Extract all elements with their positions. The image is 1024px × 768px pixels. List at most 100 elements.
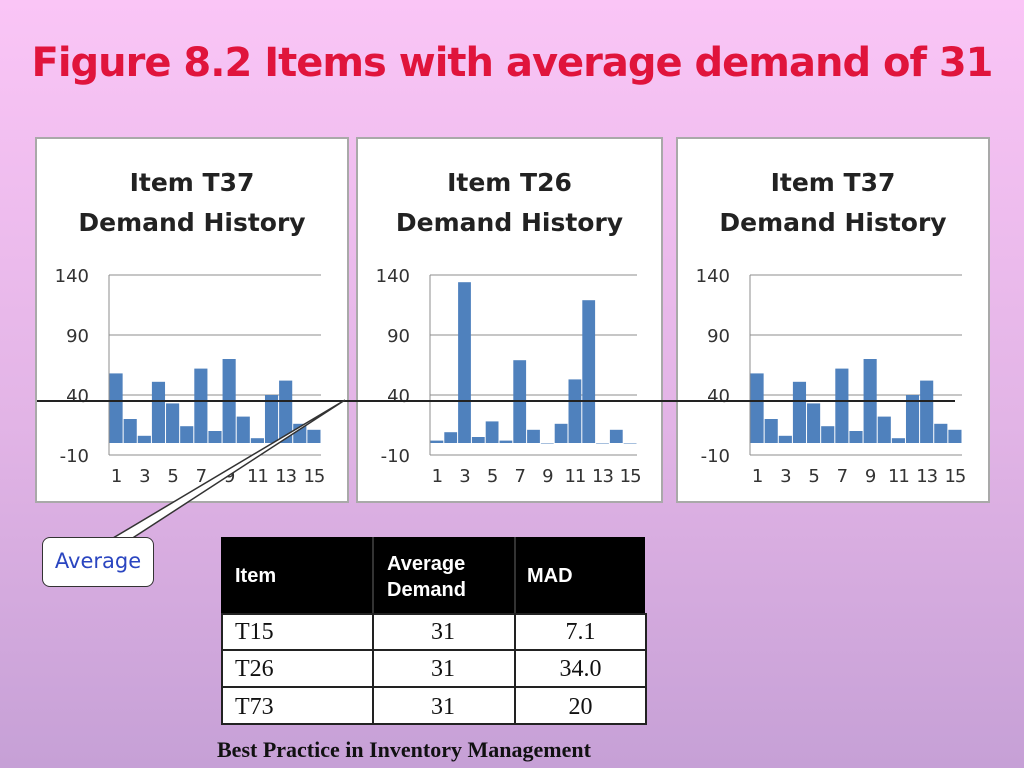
bar xyxy=(906,395,919,443)
bar xyxy=(849,431,862,443)
y-tick-label: 140 xyxy=(696,266,730,287)
average-callout: Average xyxy=(42,537,154,587)
data-table: T15 31 7.1 T26 31 34.0 T73 31 20 xyxy=(221,613,647,725)
bar xyxy=(793,382,806,443)
y-tick-label: 140 xyxy=(55,266,89,287)
y-tick-label: -10 xyxy=(381,446,410,467)
x-tick-label: 1 xyxy=(432,466,442,487)
bar xyxy=(237,417,250,443)
bar xyxy=(610,430,623,443)
x-tick-label: 5 xyxy=(808,466,818,487)
bar xyxy=(779,436,792,443)
row-divider xyxy=(221,686,647,688)
x-tick-label: 1 xyxy=(752,466,762,487)
header-mad: MAD xyxy=(527,565,573,588)
row-divider xyxy=(221,613,647,615)
x-tick-label: 7 xyxy=(514,466,524,487)
header-item: Item xyxy=(235,565,276,588)
bar xyxy=(307,430,320,443)
bar xyxy=(934,424,947,443)
x-tick-label: 1 xyxy=(111,466,121,487)
table-row: T73 31 20 xyxy=(221,688,647,726)
x-tick-label: 15 xyxy=(303,466,324,487)
cell-mad: 34.0 xyxy=(514,650,647,688)
column-divider xyxy=(372,537,374,613)
bar xyxy=(293,424,306,443)
column-divider xyxy=(221,613,223,725)
bar xyxy=(458,282,471,443)
x-tick-label: 13 xyxy=(916,466,937,487)
bar xyxy=(821,426,834,443)
x-tick-label: 13 xyxy=(275,466,296,487)
bar xyxy=(279,381,292,443)
bar xyxy=(265,395,278,443)
chart-panel-1: Item T37 Demand History -10 40 90 140 1 3 5 7 9 11… xyxy=(35,137,349,503)
bar xyxy=(624,443,637,444)
x-tick-label: 11 xyxy=(247,466,268,487)
x-tick-label: 7 xyxy=(196,466,206,487)
x-tick-label: 3 xyxy=(459,466,470,487)
cell-item: T26 xyxy=(235,650,274,688)
x-tick-label: 3 xyxy=(780,466,791,487)
bar xyxy=(541,443,554,444)
bar xyxy=(582,300,595,443)
bar xyxy=(194,369,207,443)
cell-average: 31 xyxy=(372,650,514,688)
cell-item: T15 xyxy=(235,613,274,651)
bar xyxy=(948,430,961,443)
cell-mad: 20 xyxy=(514,688,647,726)
bar xyxy=(765,419,778,443)
x-tick-label: 9 xyxy=(224,466,235,487)
bar xyxy=(208,431,221,443)
y-tick-label: 90 xyxy=(66,326,89,347)
bar xyxy=(596,443,609,444)
bar xyxy=(569,379,582,443)
table-header: Item Average Demand MAD xyxy=(221,537,645,613)
x-tick-label: 15 xyxy=(620,466,641,487)
cell-item: T73 xyxy=(235,688,274,726)
cell-average: 31 xyxy=(372,613,514,651)
x-tick-label: 5 xyxy=(167,466,177,487)
bar xyxy=(920,381,933,443)
footer-text: Best Practice in Inventory Management xyxy=(217,737,591,763)
cell-mad: 7.1 xyxy=(514,613,647,651)
y-tick-label: 90 xyxy=(387,326,410,347)
bar-chart: -1040901401 3 5 7 9 11 13 15 xyxy=(678,139,988,501)
column-divider xyxy=(514,613,516,725)
bar xyxy=(878,417,891,443)
x-tick-label: 7 xyxy=(837,466,847,487)
bar xyxy=(110,373,123,443)
bar xyxy=(527,430,540,443)
x-tick-label: 9 xyxy=(865,466,876,487)
chart-panel-2: Item T26 Demand History -10 40 90 140 1 3 5 7 9 11… xyxy=(356,137,663,503)
y-tick-label: 40 xyxy=(387,386,410,407)
bar xyxy=(431,441,444,443)
bar xyxy=(166,403,179,443)
header-average-line2: Demand xyxy=(387,577,466,603)
bar xyxy=(486,421,499,443)
bar xyxy=(444,432,457,443)
x-tick-label: 9 xyxy=(542,466,553,487)
bar xyxy=(555,424,568,443)
average-line xyxy=(37,400,955,402)
bar xyxy=(751,373,764,443)
slide-title: Figure 8.2 Items with average demand of … xyxy=(0,40,1024,86)
y-tick-label: -10 xyxy=(60,446,89,467)
x-tick-label: 11 xyxy=(564,466,585,487)
row-divider xyxy=(221,649,647,651)
bar xyxy=(138,436,151,443)
bar xyxy=(251,438,264,443)
x-tick-label: 11 xyxy=(888,466,909,487)
header-average-demand: Average Demand xyxy=(387,551,466,603)
table-row: T15 31 7.1 xyxy=(221,613,647,651)
column-divider xyxy=(514,537,516,613)
bar xyxy=(513,360,526,443)
bar xyxy=(500,441,513,443)
bar xyxy=(892,438,905,443)
y-tick-label: 40 xyxy=(707,386,730,407)
bar xyxy=(124,419,137,443)
row-divider xyxy=(221,723,647,725)
y-tick-label: -10 xyxy=(701,446,730,467)
